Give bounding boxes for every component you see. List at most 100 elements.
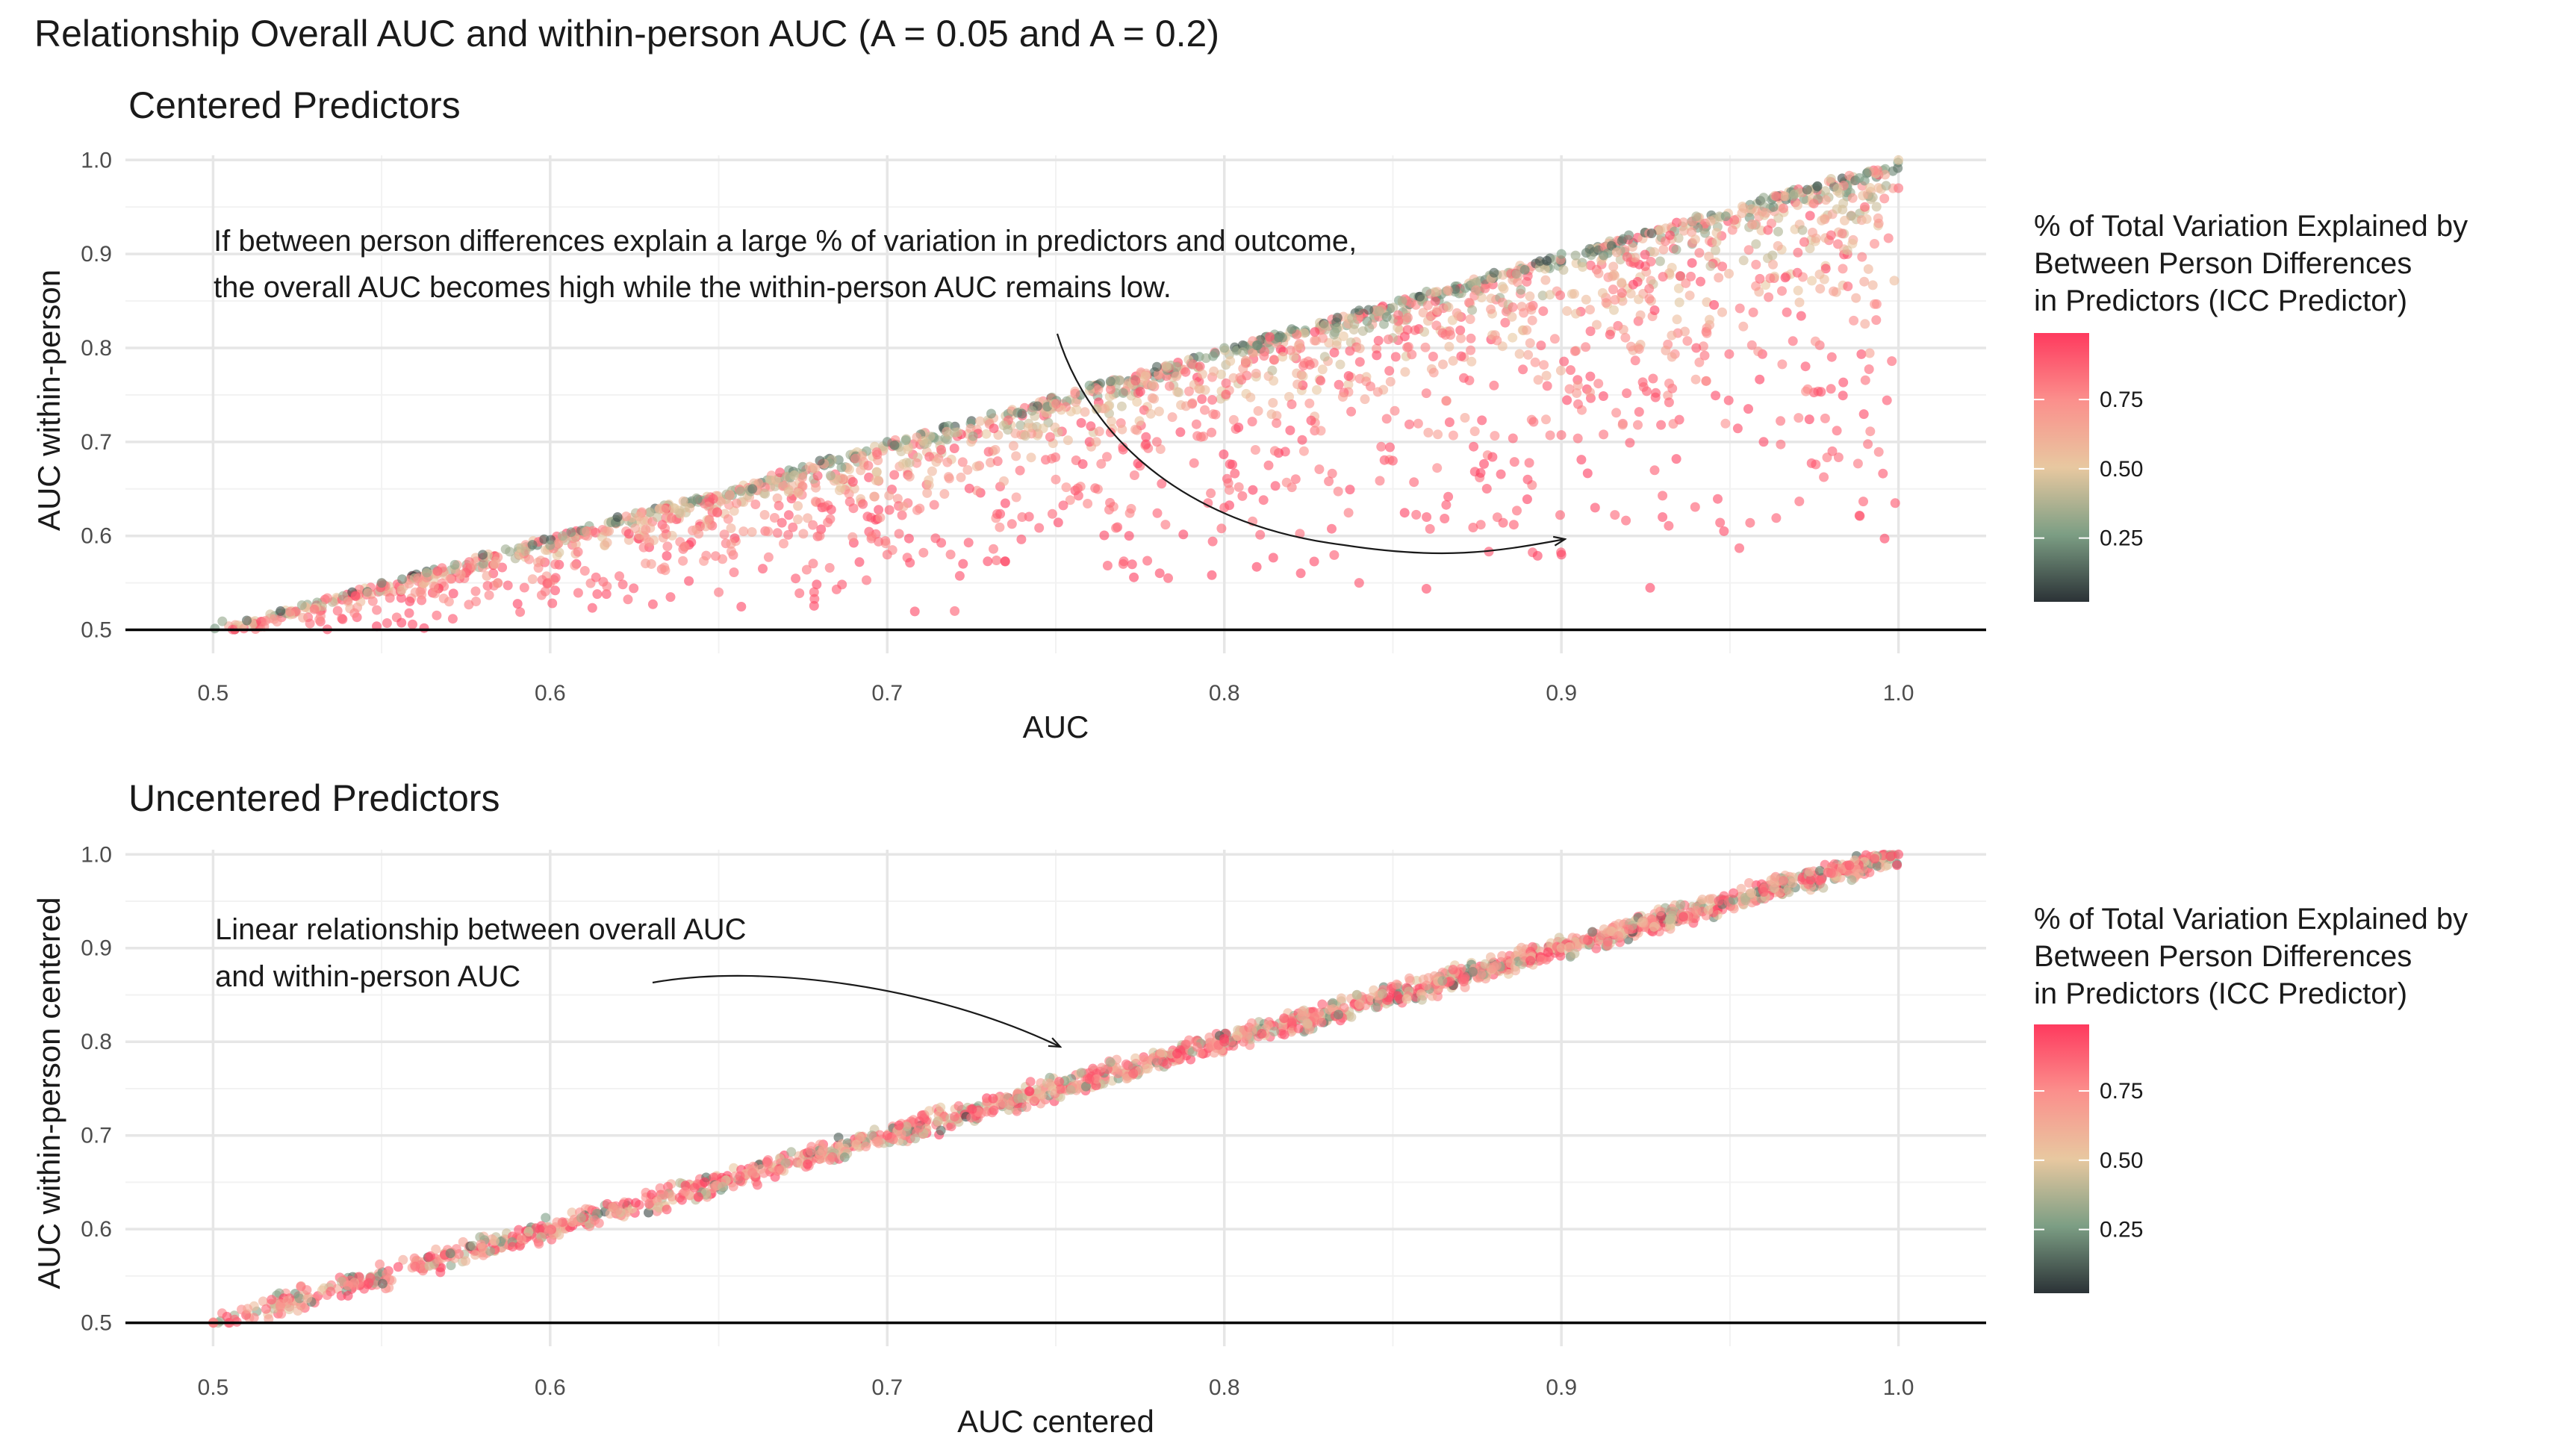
data-point	[1873, 447, 1884, 457]
data-point	[825, 470, 836, 481]
data-point	[1808, 227, 1817, 237]
data-point	[552, 1217, 562, 1228]
data-point	[1476, 293, 1487, 302]
data-point	[1423, 427, 1434, 438]
data-point	[1000, 556, 1010, 567]
data-point	[1219, 503, 1230, 513]
data-point	[1865, 183, 1875, 193]
data-point	[1655, 256, 1665, 267]
data-point	[1843, 281, 1853, 291]
data-point	[1624, 924, 1634, 935]
data-point	[408, 619, 417, 629]
data-point	[1627, 242, 1637, 252]
data-point	[771, 475, 781, 485]
data-point	[712, 508, 723, 518]
data-point	[847, 476, 858, 487]
data-point	[1661, 345, 1671, 355]
data-point	[863, 461, 874, 471]
data-point	[1608, 284, 1618, 295]
data-point	[747, 527, 757, 537]
data-point	[1564, 384, 1575, 394]
data-point	[261, 1304, 271, 1314]
data-point	[1802, 184, 1812, 195]
data-point	[1384, 366, 1395, 376]
data-point	[927, 466, 937, 476]
data-point	[1687, 227, 1697, 237]
panel-uncentered-predictors: Uncentered Predictors 0.5 0.6 0.7 0.8 0.9 1.0…	[31, 777, 1986, 1439]
data-point	[1581, 342, 1591, 352]
panel-centered-predictors: Centered Predictors 0.5 0.6 0.7 0.8 0.9 1.0 0…	[31, 84, 1986, 744]
data-point	[1200, 385, 1210, 395]
data-point	[1864, 348, 1875, 358]
data-point	[758, 564, 768, 574]
data-point	[1855, 511, 1865, 521]
data-point	[1123, 1060, 1133, 1071]
data-point	[1805, 243, 1815, 254]
data-point	[783, 487, 794, 497]
data-point	[1104, 391, 1115, 402]
data-point	[1715, 517, 1726, 528]
data-point	[1372, 387, 1383, 397]
data-point	[1867, 280, 1878, 290]
colorbar-tick-label: 0.75	[2100, 1079, 2143, 1104]
data-point	[396, 585, 407, 595]
data-point	[576, 1213, 586, 1223]
data-point	[1270, 481, 1281, 491]
data-point	[605, 1209, 615, 1219]
data-point	[545, 578, 556, 588]
data-point	[1649, 465, 1660, 476]
data-point	[1605, 329, 1615, 340]
data-point	[965, 423, 976, 434]
data-point	[1489, 962, 1499, 972]
data-point	[1514, 349, 1525, 359]
x-tick-label: 1.0	[1883, 681, 1914, 706]
data-point	[1011, 492, 1021, 503]
data-point	[1870, 239, 1879, 249]
data-point	[1516, 942, 1527, 953]
y-tick-label: 1.0	[81, 148, 112, 172]
data-point	[929, 500, 939, 510]
data-point	[924, 475, 934, 485]
data-point	[1425, 523, 1435, 534]
data-point	[1541, 414, 1551, 425]
data-point	[1445, 976, 1455, 986]
data-point	[1465, 314, 1475, 324]
data-point	[644, 507, 655, 517]
data-point	[629, 583, 639, 594]
data-point	[1336, 993, 1346, 1004]
data-point	[1832, 204, 1842, 214]
data-point	[1399, 508, 1410, 518]
data-point	[1467, 305, 1478, 315]
data-point	[1767, 250, 1778, 261]
data-point	[1309, 556, 1319, 567]
data-point	[995, 522, 1005, 532]
data-point	[782, 471, 791, 482]
data-point	[1634, 294, 1644, 305]
data-point	[445, 1248, 455, 1259]
data-point	[950, 606, 960, 616]
data-point	[1051, 399, 1062, 409]
data-point	[1739, 203, 1749, 214]
data-point	[1496, 469, 1506, 479]
data-point	[1329, 347, 1340, 358]
data-point	[1071, 405, 1082, 415]
data-point	[1713, 494, 1723, 504]
data-point	[869, 491, 880, 502]
data-point	[1248, 348, 1258, 358]
data-point	[285, 606, 296, 617]
data-point	[1295, 529, 1305, 539]
x-tick-label: 0.8	[1209, 1375, 1240, 1400]
data-point	[726, 523, 736, 533]
data-point	[343, 597, 353, 607]
data-point	[1118, 442, 1128, 452]
data-point	[700, 1177, 710, 1187]
data-point	[1779, 203, 1788, 214]
data-point	[1135, 387, 1145, 396]
data-point	[763, 552, 774, 562]
data-point	[1724, 269, 1734, 279]
data-point	[615, 571, 624, 582]
data-point	[962, 464, 973, 475]
data-point	[1667, 263, 1677, 273]
data-point	[1703, 905, 1714, 915]
data-point	[1780, 273, 1791, 283]
